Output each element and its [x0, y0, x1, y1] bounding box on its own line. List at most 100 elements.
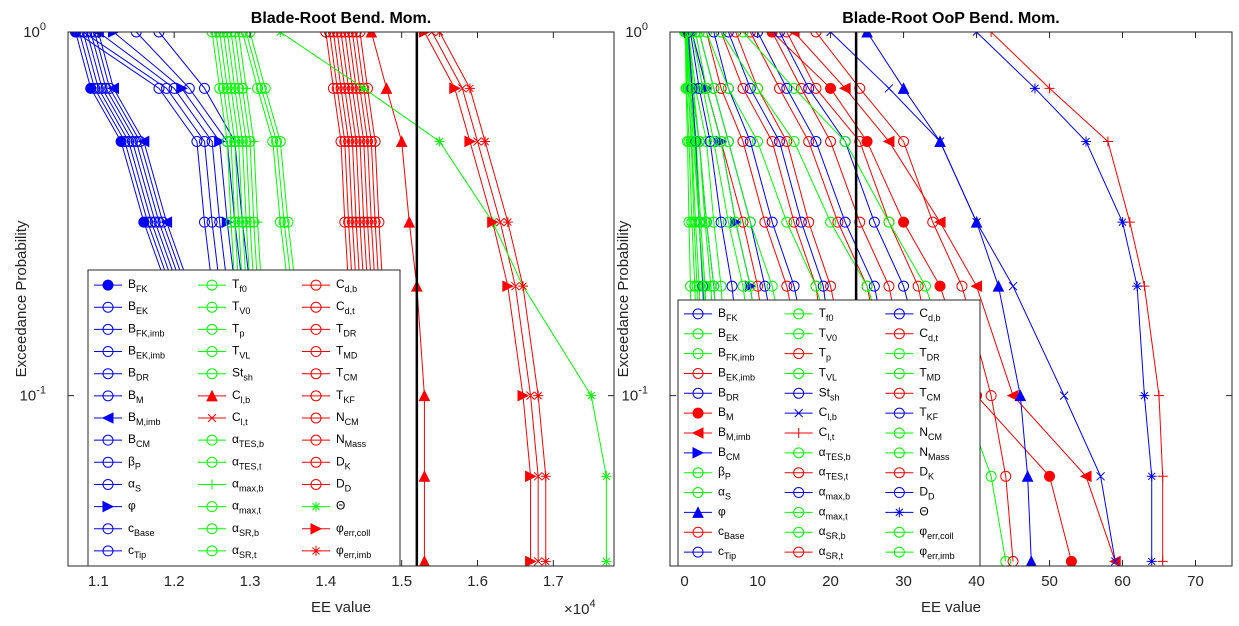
marker	[214, 32, 226, 38]
marker	[225, 82, 237, 94]
marker	[793, 308, 805, 320]
y-axis-label: Exceedance Probability	[615, 220, 632, 377]
legend-label: cTip	[128, 543, 146, 560]
marker	[744, 135, 756, 147]
x-tick-label: 60	[1114, 573, 1131, 590]
legend-sub: FK	[136, 284, 148, 294]
marker	[935, 137, 945, 146]
marker	[199, 135, 210, 147]
legend-label: DK	[336, 454, 351, 471]
legend-label: BCM	[718, 445, 740, 462]
marker	[255, 82, 267, 94]
marker	[240, 216, 252, 228]
legend-name: β	[128, 454, 135, 468]
legend-label: φ	[128, 499, 136, 513]
marker	[680, 82, 692, 94]
marker	[898, 216, 910, 228]
marker	[759, 280, 771, 292]
marker	[704, 135, 716, 147]
x-tick-label: 70	[1187, 573, 1204, 590]
marker	[934, 280, 946, 292]
marker	[781, 135, 793, 147]
legend-label: NCM	[336, 410, 359, 427]
x-tick-label: 50	[1041, 573, 1058, 590]
marker	[781, 82, 793, 94]
marker	[854, 135, 866, 147]
legend-name: B	[128, 432, 136, 446]
legend-label: DK	[919, 465, 934, 482]
marker	[130, 32, 142, 38]
marker	[708, 82, 720, 94]
legend-label: Cd,b	[336, 277, 357, 294]
marker	[233, 135, 245, 147]
marker	[229, 82, 241, 94]
marker	[339, 216, 351, 228]
marker	[373, 216, 385, 228]
marker	[1096, 471, 1105, 481]
legend-name: Θ	[919, 504, 928, 518]
marker	[730, 32, 742, 38]
legend-sub: V0	[826, 333, 837, 343]
legend-sub: EK	[726, 333, 738, 343]
marker	[248, 136, 259, 147]
legend-label: BEK	[718, 326, 738, 343]
legend-sub: max,b	[239, 483, 264, 493]
legend-label: BFK	[128, 277, 148, 294]
marker	[236, 32, 248, 38]
y-tick-label: 100	[625, 21, 648, 41]
marker	[310, 390, 322, 402]
marker	[191, 135, 203, 147]
legend-sub: CM	[136, 439, 150, 449]
legend-name: C	[232, 388, 241, 402]
marker	[339, 135, 351, 147]
marker	[692, 546, 704, 558]
marker	[346, 216, 358, 228]
legend-sub: M,imb	[136, 417, 161, 427]
marker	[882, 135, 895, 148]
marker	[788, 280, 800, 292]
legend-sub: S	[725, 492, 731, 502]
series-line	[771, 32, 1072, 562]
marker	[335, 82, 347, 94]
x-tick-label: 40	[968, 573, 985, 590]
legend-label: αSR,t	[232, 543, 257, 560]
legend-name: α	[232, 476, 239, 490]
marker	[795, 82, 807, 94]
marker	[708, 135, 720, 147]
marker	[331, 82, 343, 94]
legend-name: α	[819, 485, 826, 499]
legend-label: TCM	[336, 366, 357, 383]
legend-sub: D	[345, 483, 352, 493]
legend-label: Cl,b	[232, 388, 250, 405]
marker	[893, 427, 905, 439]
marker	[927, 216, 939, 228]
marker	[793, 487, 805, 499]
marker	[692, 387, 704, 399]
marker	[102, 523, 114, 535]
legend-label: BCM	[128, 432, 150, 449]
legend-name: α	[819, 465, 826, 479]
legend-label: Θ	[336, 499, 345, 513]
legend-name: B	[128, 366, 136, 380]
marker	[487, 216, 499, 228]
marker	[803, 135, 815, 147]
marker	[1081, 136, 1092, 147]
legend-sub: K	[928, 472, 934, 482]
legend-label: BFK,imb	[718, 346, 755, 363]
marker	[418, 389, 431, 402]
legend-label: Stsh	[232, 366, 253, 383]
legend-name: T	[336, 366, 344, 380]
marker	[781, 216, 793, 228]
marker	[744, 216, 756, 228]
legend-name: φ	[336, 521, 344, 535]
marker	[817, 280, 829, 292]
legend-label: Stsh	[819, 385, 840, 402]
marker	[1000, 555, 1012, 566]
marker	[310, 434, 322, 446]
marker	[70, 32, 82, 38]
marker	[744, 32, 756, 38]
marker	[692, 407, 704, 419]
legend-label: βP	[718, 465, 731, 482]
marker	[274, 216, 286, 228]
